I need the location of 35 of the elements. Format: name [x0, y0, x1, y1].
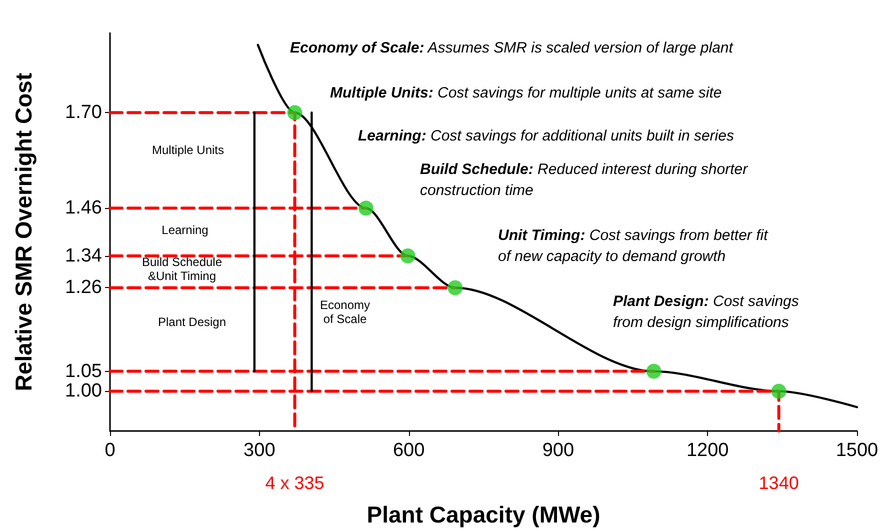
- y-tick-label: 1.34: [65, 245, 102, 266]
- annotation: Build Schedule &Unit Timing: [142, 255, 222, 283]
- annotation: Multiple Units: Cost savings for multiple units at same site: [330, 84, 722, 102]
- x-axis-title: Plant Capacity (MWe): [366, 502, 600, 528]
- y-tick-label: 1.05: [65, 360, 102, 382]
- point: [358, 200, 374, 216]
- line-series: [256, 44, 858, 408]
- point: [771, 384, 786, 399]
- annotation: Economy of Scale: Assumes SMR is scaled version of large plant: [290, 40, 734, 56]
- x-tick-label: 900: [542, 440, 574, 461]
- point: [400, 248, 416, 264]
- annotation: Plant Design: Cost savings from design simplifications: [613, 293, 800, 331]
- y-tick-label: 1.00: [65, 380, 102, 402]
- point: [287, 105, 302, 120]
- y-axis-title: Relative SMR Overnight Cost: [10, 72, 36, 392]
- annotation: Learning: [162, 223, 208, 237]
- annotation: 4 x 335: [265, 473, 324, 493]
- annotation: Multiple Units: [152, 143, 224, 157]
- annotation: 1340: [758, 473, 799, 493]
- annotation: Plant Design: [158, 315, 226, 329]
- x-tick-label: 600: [392, 440, 425, 461]
- x-tick-label: 300: [244, 440, 276, 461]
- annotation: Learning: Cost savings for additional units built in series: [358, 128, 734, 144]
- point: [448, 280, 463, 296]
- y-tick-label: 1.26: [65, 277, 102, 298]
- line-series: [253, 112, 256, 372]
- y-tick-label: 1.46: [65, 198, 102, 219]
- x-tick-label: 0: [104, 440, 116, 461]
- x-tick-label: 1500: [836, 440, 878, 461]
- annotation: Unit Timing: Cost savings from better fit of new capacity to demand growth: [498, 227, 769, 265]
- x-tick-label: 1200: [686, 440, 729, 461]
- annotation: Economy of Scale: [320, 298, 370, 326]
- point: [646, 364, 662, 379]
- y-tick-label: 1.70: [65, 102, 102, 124]
- annotation: Build Schedule: Reduced interest during shorter construction time: [420, 161, 749, 199]
